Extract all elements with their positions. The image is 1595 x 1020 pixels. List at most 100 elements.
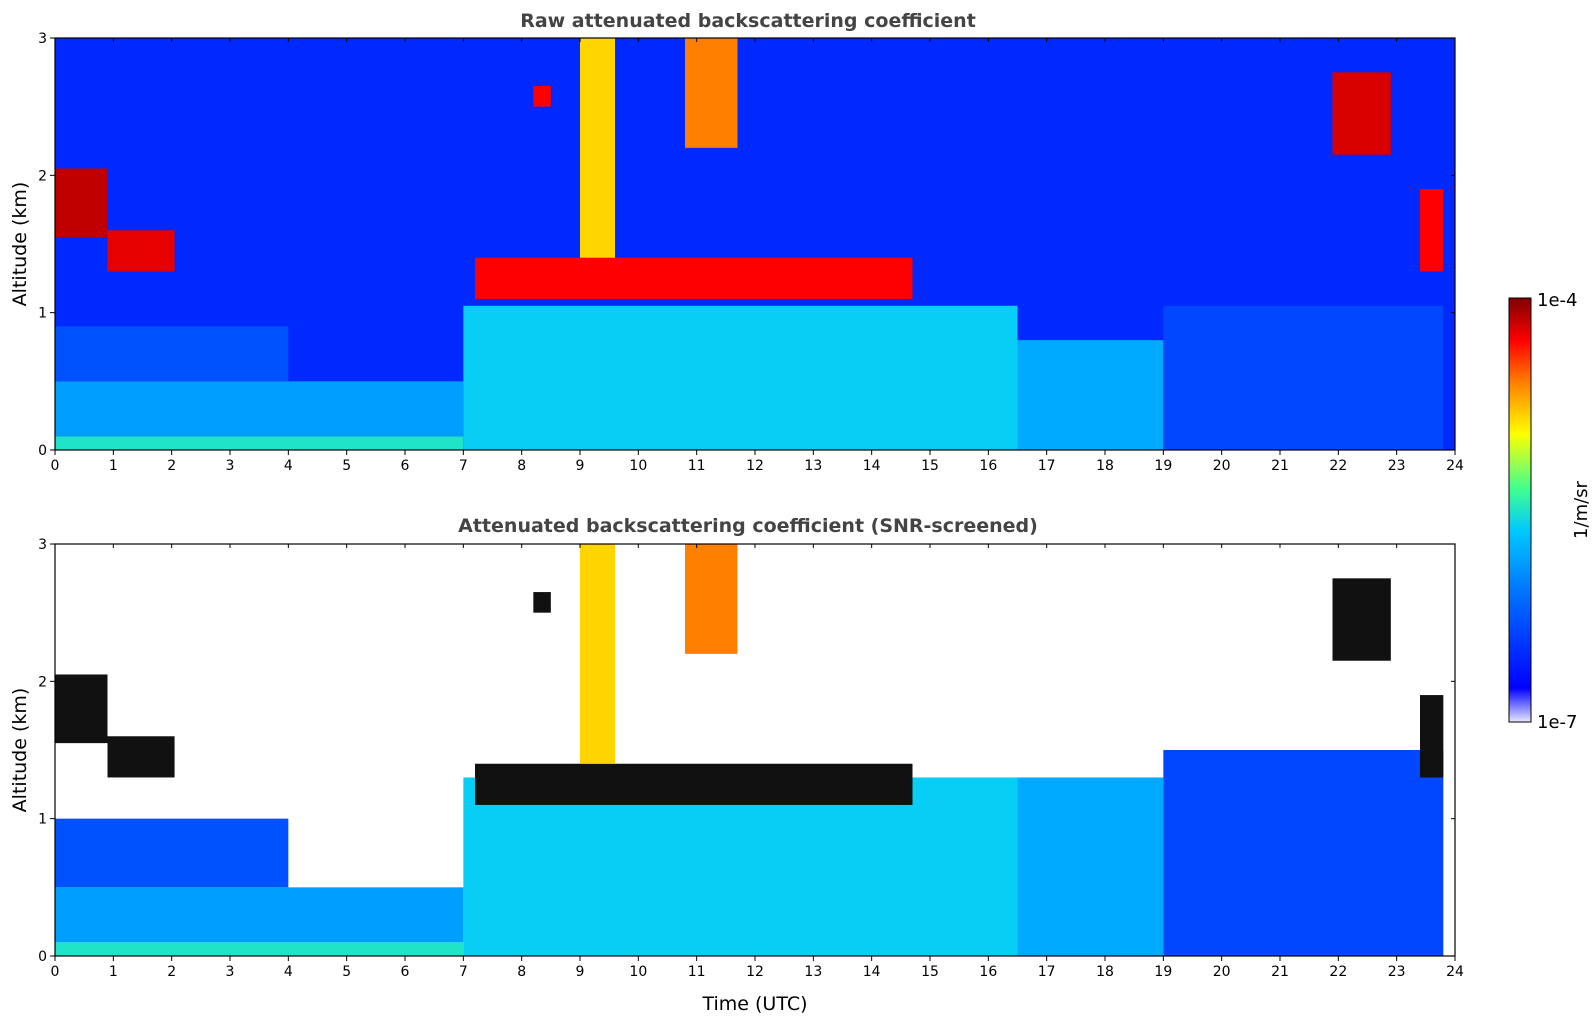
- x-tick-label: 22: [1329, 458, 1347, 474]
- x-tick-label: 20: [1213, 964, 1231, 980]
- x-tick-label: 8: [517, 964, 526, 980]
- cloud-layer: [1332, 72, 1391, 155]
- y-tick-label: 0: [38, 949, 47, 965]
- aerosol-layer: [55, 326, 289, 382]
- x-tick-label: 12: [746, 964, 764, 980]
- x-tick-label: 3: [226, 964, 235, 980]
- x-tick-label: 10: [629, 458, 647, 474]
- y-tick-label: 3: [38, 537, 47, 553]
- x-tick-label: 24: [1446, 964, 1464, 980]
- y-axis-label: Altitude (km): [9, 182, 31, 307]
- x-tick-label: 7: [459, 964, 468, 980]
- cloud-layer: [55, 674, 108, 744]
- x-tick-label: 11: [688, 458, 706, 474]
- x-tick-label: 23: [1388, 964, 1406, 980]
- cloud-layer: [55, 168, 108, 238]
- aerosol-layer: [55, 887, 464, 943]
- x-tick-label: 22: [1329, 964, 1347, 980]
- x-tick-label: 21: [1271, 458, 1289, 474]
- y-tick-label: 3: [38, 31, 47, 47]
- x-tick-label: 3: [226, 458, 235, 474]
- x-tick-label: 19: [1154, 964, 1172, 980]
- x-tick-label: 1: [109, 964, 118, 980]
- x-tick-label: 0: [51, 458, 60, 474]
- x-tick-label: 13: [804, 458, 822, 474]
- cloud-layer: [533, 592, 551, 613]
- cloud-layer: [107, 230, 175, 272]
- x-tick-label: 5: [342, 964, 351, 980]
- heatmap-area: [55, 544, 1455, 956]
- colorbar-gradient: [1508, 297, 1532, 723]
- x-tick-label: 14: [863, 964, 881, 980]
- x-tick-label: 19: [1154, 458, 1172, 474]
- x-tick-label: 24: [1446, 458, 1464, 474]
- cloud-layer: [475, 763, 913, 805]
- x-tick-label: 18: [1096, 964, 1114, 980]
- x-tick-label: 20: [1213, 458, 1231, 474]
- y-tick-label: 1: [38, 306, 47, 322]
- x-tick-label: 18: [1096, 458, 1114, 474]
- aerosol-layer: [463, 305, 1018, 450]
- x-axis: 0 1 2 3 4 5 6 7 8 9 10 11 12 13 14 15 16 17 18 19 20 21 22 23 24: [51, 544, 1464, 980]
- x-tick-label: 4: [284, 964, 293, 980]
- colorbar-max-label: 1e-4: [1537, 290, 1577, 311]
- y-tick-label: 1: [38, 812, 47, 828]
- y-tick-label: 2: [38, 674, 47, 690]
- panel-title: Attenuated backscattering coefficient (S…: [458, 515, 1038, 537]
- x-axis-label: Time (UTC): [701, 993, 807, 1015]
- x-tick-label: 1: [109, 458, 118, 474]
- x-tick-label: 10: [629, 964, 647, 980]
- aerosol-layer: [55, 436, 464, 450]
- y-axis: 0 1 2 3: [38, 31, 1455, 459]
- heatmap-area: [55, 38, 1455, 450]
- x-tick-label: 23: [1388, 458, 1406, 474]
- x-tick-label: 8: [517, 458, 526, 474]
- x-tick-label: 5: [342, 458, 351, 474]
- x-tick-label: 6: [401, 964, 410, 980]
- cloud-layer: [107, 736, 175, 778]
- panel-title: Raw attenuated backscattering coefficien…: [520, 10, 976, 32]
- x-tick-label: 16: [979, 964, 997, 980]
- x-tick-label: 0: [51, 964, 60, 980]
- aerosol-layer: [1163, 305, 1444, 450]
- aerosol-layer: [1163, 750, 1444, 956]
- cloud-layer: [1420, 695, 1444, 778]
- y-tick-label: 0: [38, 443, 47, 459]
- x-tick-label: 9: [576, 458, 585, 474]
- cloud-layer: [533, 86, 551, 107]
- cloud-layer: [1420, 189, 1444, 272]
- colorbar-min-label: 1e-7: [1537, 712, 1577, 733]
- aerosol-layer: [55, 942, 464, 956]
- cloud-layer: [685, 544, 738, 654]
- x-tick-label: 2: [167, 458, 176, 474]
- x-tick-label: 11: [688, 964, 706, 980]
- x-tick-label: 13: [804, 964, 822, 980]
- aerosol-layer: [1017, 777, 1164, 956]
- x-tick-label: 6: [401, 458, 410, 474]
- x-tick-label: 15: [921, 458, 939, 474]
- x-tick-label: 12: [746, 458, 764, 474]
- cloud-layer: [580, 544, 615, 764]
- x-tick-label: 17: [1038, 964, 1056, 980]
- x-axis: 0 1 2 3 4 5 6 7 8 9 10 11 12 13 14 15 16 17 18 19 20 21 22 23 24: [51, 38, 1464, 474]
- x-tick-label: 14: [863, 458, 881, 474]
- x-tick-label: 9: [576, 964, 585, 980]
- aerosol-layer: [463, 777, 1018, 956]
- y-tick-label: 2: [38, 168, 47, 184]
- snr-screened-backscatter-panel: Attenuated backscattering coefficient (S…: [9, 515, 1464, 1015]
- cloud-layer: [685, 38, 738, 148]
- x-tick-label: 16: [979, 458, 997, 474]
- colorbar-unit-label: 1/m/sr: [1571, 480, 1592, 538]
- aerosol-layer: [55, 381, 464, 437]
- cloud-layer: [475, 257, 913, 299]
- cloud-layer: [580, 38, 615, 258]
- x-tick-label: 21: [1271, 964, 1289, 980]
- x-tick-label: 17: [1038, 458, 1056, 474]
- aerosol-layer: [55, 818, 289, 888]
- x-tick-label: 2: [167, 964, 176, 980]
- cloud-layer: [1332, 578, 1391, 661]
- x-tick-label: 4: [284, 458, 293, 474]
- x-tick-label: 15: [921, 964, 939, 980]
- aerosol-layer: [1017, 340, 1164, 450]
